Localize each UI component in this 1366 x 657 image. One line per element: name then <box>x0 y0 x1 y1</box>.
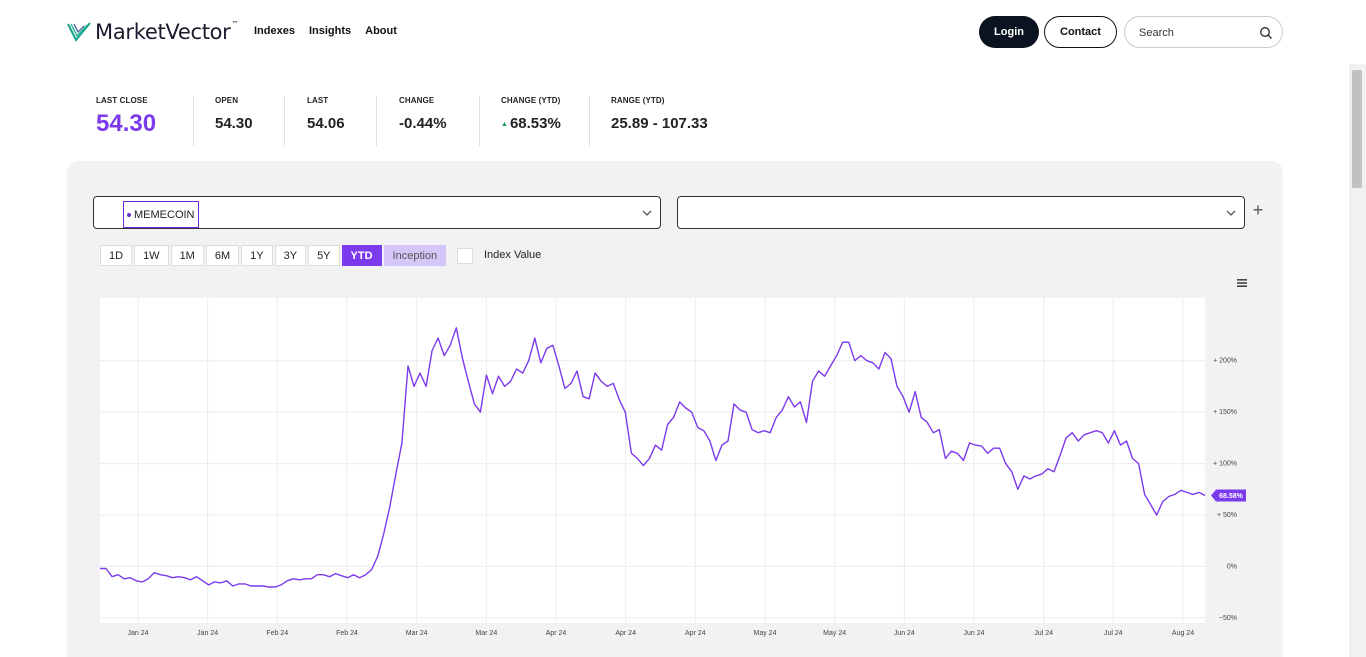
chevron-down-icon[interactable] <box>642 208 652 218</box>
divider <box>376 96 377 146</box>
divider <box>479 96 480 146</box>
page-scrollbar[interactable] <box>1349 64 1366 657</box>
main-nav: Indexes Insights About <box>254 25 397 37</box>
stat-open: OPEN 54.30 <box>215 96 253 132</box>
plot-area <box>100 298 1205 623</box>
x-tick-label: Apr 24 <box>615 630 636 637</box>
range-5y[interactable]: 5Y <box>308 245 340 266</box>
index-selector-compare[interactable] <box>677 196 1245 229</box>
x-tick-label: Feb 24 <box>266 630 288 637</box>
stat-label: CHANGE (YTD) <box>501 96 561 105</box>
nav-insights[interactable]: Insights <box>308 25 352 37</box>
search-input[interactable] <box>1139 25 1249 41</box>
divider <box>284 96 285 146</box>
range-1d[interactable]: 1D <box>100 245 133 266</box>
x-tick-label: May 24 <box>823 630 846 637</box>
x-tick-label: Jul 24 <box>1034 630 1053 637</box>
chip-label: MEMECOIN <box>134 208 195 221</box>
stat-value: 54.30 <box>215 115 253 132</box>
add-comparison-icon[interactable]: + <box>1252 200 1264 220</box>
stat-change: CHANGE -0.44% <box>399 96 447 132</box>
stat-value: 25.89 - 107.33 <box>611 115 708 132</box>
stat-value: 54.06 <box>307 115 345 132</box>
range-3y[interactable]: 3Y <box>274 245 307 266</box>
index-value-label: Index Value <box>484 249 542 261</box>
x-tick-label: Jun 24 <box>894 630 915 637</box>
x-tick-label: Apr 24 <box>546 630 567 637</box>
y-tick-label: + 150% <box>1213 409 1237 416</box>
range-6m[interactable]: 6M <box>205 245 240 266</box>
x-tick-label: Mar 24 <box>475 630 497 637</box>
search-icon[interactable] <box>1259 26 1273 40</box>
stat-label: CHANGE <box>399 96 435 105</box>
y-tick-label: −50% <box>1219 615 1237 622</box>
search-box[interactable] <box>1124 16 1283 48</box>
series-dot-icon <box>127 212 131 217</box>
y-tick-label: 0% <box>1227 563 1237 570</box>
x-tick-label: Mar 24 <box>406 630 428 637</box>
x-tick-label: Jan 24 <box>127 630 148 637</box>
nav-indexes[interactable]: Indexes <box>254 25 295 37</box>
stat-last-close: LAST CLOSE 54.30 <box>96 96 156 138</box>
range-ytd[interactable]: YTD <box>341 245 382 266</box>
stat-last: LAST 54.06 <box>307 96 345 132</box>
x-tick-label: May 24 <box>754 630 777 637</box>
x-tick-label: Jan 24 <box>197 630 218 637</box>
divider <box>193 96 194 146</box>
x-tick-label: Aug 24 <box>1172 630 1194 637</box>
x-tick-label: Jul 24 <box>1104 630 1123 637</box>
stat-label: OPEN <box>215 96 239 105</box>
index-stats: LAST CLOSE 54.30 OPEN 54.30 LAST 54.06 C… <box>0 90 760 150</box>
stat-range-ytd: RANGE (YTD) 25.89 - 107.33 <box>611 96 708 132</box>
y-tick-label: + 200% <box>1213 358 1237 365</box>
brand-name: MarketVector™ <box>95 20 239 44</box>
divider <box>589 96 590 146</box>
stat-change-ytd: CHANGE (YTD) ▲ 68.53% <box>501 96 561 132</box>
last-value-marker <box>1211 489 1246 502</box>
nav-about[interactable]: About <box>365 25 397 37</box>
stat-value: 54.30 <box>96 110 157 137</box>
index-value-checkbox[interactable] <box>457 248 473 264</box>
x-tick-label: Apr 24 <box>685 630 706 637</box>
scrollbar-thumb[interactable] <box>1352 70 1362 188</box>
stat-label: RANGE (YTD) <box>611 96 665 105</box>
x-tick-label: Feb 24 <box>336 630 358 637</box>
selected-index-chip[interactable]: MEMECOIN <box>123 201 199 228</box>
range-1y[interactable]: 1Y <box>241 245 273 266</box>
x-tick-label: Jun 24 <box>963 630 984 637</box>
index-selector-primary[interactable]: MEMECOIN <box>93 196 661 229</box>
site-header: MarketVector™ Indexes Insights About Log… <box>0 0 1366 64</box>
range-inception[interactable]: Inception <box>383 245 447 266</box>
performance-chart: Jan 24 Jan 24 Feb 24 Feb 24 Mar 24 Mar 24 Apr … <box>100 298 1246 637</box>
logo-mark-icon <box>67 22 91 42</box>
y-tick-label: + 100% <box>1213 461 1237 468</box>
stat-label: LAST <box>307 96 329 105</box>
up-arrow-icon: ▲ <box>501 120 508 128</box>
stat-label: LAST CLOSE <box>96 96 148 105</box>
range-1m[interactable]: 1M <box>170 245 204 266</box>
series-line <box>100 327 1206 588</box>
contact-button[interactable]: Contact <box>1044 16 1117 48</box>
y-tick-label: + 50% <box>1217 512 1237 519</box>
chart-menu-icon[interactable] <box>1236 277 1248 289</box>
last-value-label: 68.58% <box>1219 493 1244 500</box>
stat-value: ▲ 68.53% <box>501 115 561 132</box>
chevron-down-icon[interactable] <box>1226 208 1236 218</box>
stat-value: -0.44% <box>399 115 447 132</box>
brand-logo[interactable]: MarketVector™ <box>67 20 239 44</box>
login-button[interactable]: Login <box>979 16 1039 48</box>
range-1w[interactable]: 1W <box>134 245 169 266</box>
range-selector: 1D 1W 1M 6M 1Y 3Y 5Y YTD Inception <box>100 245 448 266</box>
